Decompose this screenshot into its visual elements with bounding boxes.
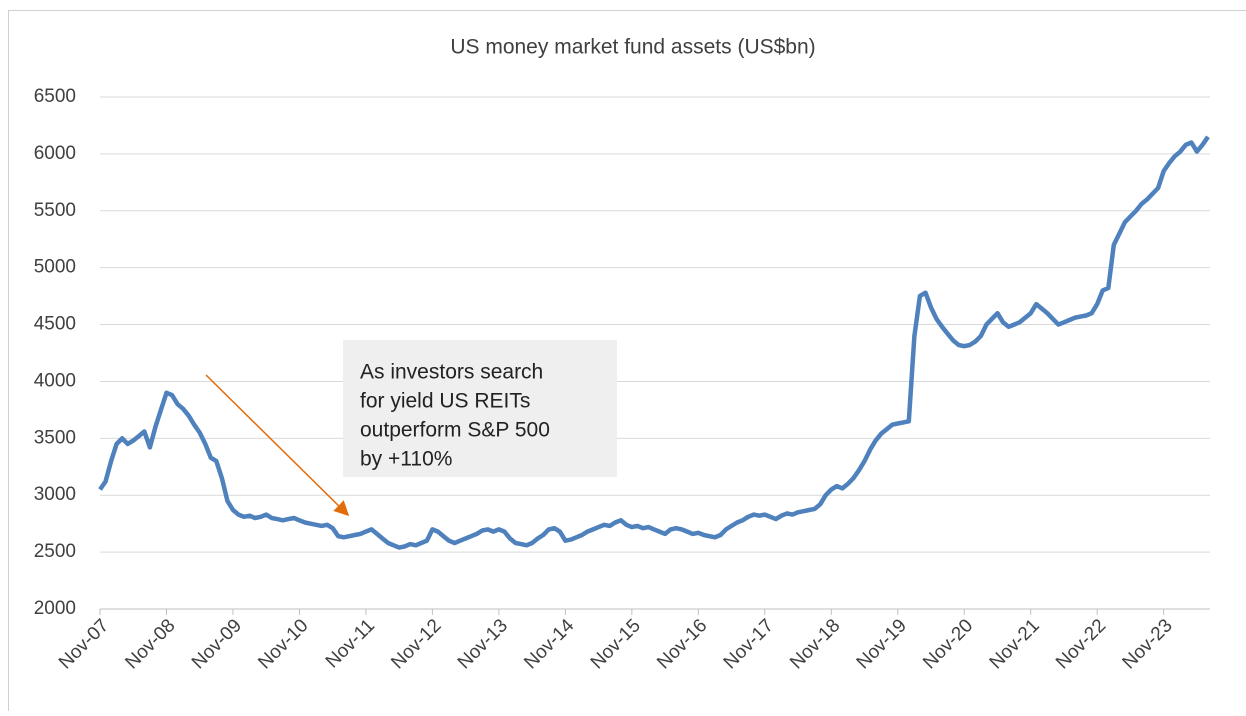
y-tick-label: 2000 xyxy=(34,598,76,619)
y-tick-label: 4000 xyxy=(34,370,76,391)
annotation-text: As investors search xyxy=(360,361,543,384)
x-tick-label: Nov-20 xyxy=(919,615,977,673)
x-tick-label: Nov-22 xyxy=(1052,615,1110,673)
x-tick-label: Nov-21 xyxy=(986,615,1044,673)
x-tick-label: Nov-18 xyxy=(786,615,844,673)
x-tick-label: Nov-23 xyxy=(1119,615,1177,673)
chart-border xyxy=(9,11,1246,712)
y-tick-label: 5500 xyxy=(34,200,76,221)
x-tick-label: Nov-13 xyxy=(454,615,512,673)
y-tick-label: 2500 xyxy=(34,541,76,562)
y-tick-label: 5000 xyxy=(34,257,76,278)
x-tick-label: Nov-15 xyxy=(587,615,645,673)
y-tick-label: 3500 xyxy=(34,427,76,448)
line-series xyxy=(100,137,1208,548)
x-tick-label: Nov-16 xyxy=(653,615,711,673)
x-tick-label: Nov-17 xyxy=(720,615,778,673)
annotation-text: outperform S&P 500 xyxy=(360,419,550,442)
chart-title: US money market fund assets (US$bn) xyxy=(450,36,815,59)
x-tick-label: Nov-08 xyxy=(121,615,179,673)
y-tick-label: 6000 xyxy=(34,143,76,164)
x-tick-label: Nov-14 xyxy=(520,615,578,673)
annotation-text: for yield US REITs xyxy=(360,390,530,413)
annotation-text: by +110% xyxy=(360,448,452,471)
x-tick-label: Nov-10 xyxy=(254,615,312,673)
x-tick-label: Nov-11 xyxy=(322,615,379,672)
x-tick-label: Nov-07 xyxy=(55,615,113,673)
x-tick-label: Nov-12 xyxy=(387,615,445,673)
x-tick-label: Nov-19 xyxy=(853,615,911,673)
y-tick-label: 4500 xyxy=(34,314,76,335)
x-tick-label: Nov-09 xyxy=(188,615,246,673)
y-tick-label: 6500 xyxy=(34,86,76,107)
y-tick-label: 3000 xyxy=(34,484,76,505)
